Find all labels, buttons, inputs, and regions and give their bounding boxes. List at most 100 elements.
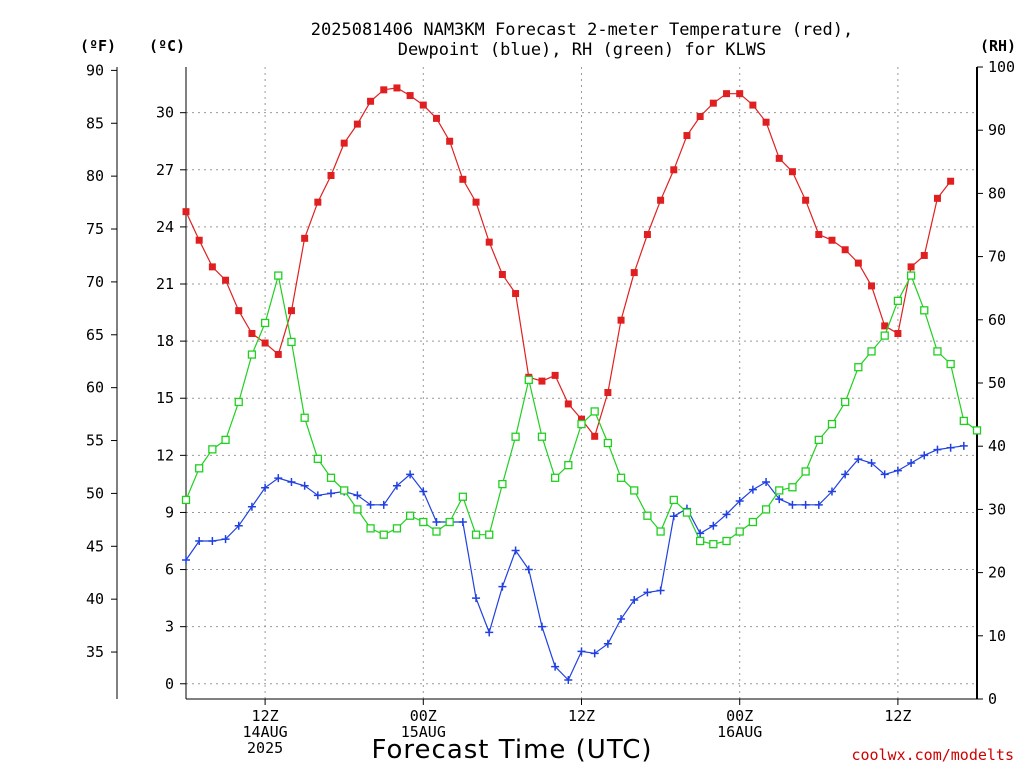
rh-point bbox=[405, 511, 415, 520]
temperature-point bbox=[894, 330, 902, 338]
dewpoint-point bbox=[801, 500, 810, 509]
dewpoint-point bbox=[827, 487, 836, 496]
dewpoint-point bbox=[485, 628, 494, 637]
axes: 0 3 6 9 12 15 18 21 24 27 30 35 40 45 50 55 60 65 70 75 80 85… bbox=[86, 58, 1015, 757]
dewpoint-point bbox=[880, 470, 889, 479]
celsius-tick-label: 9 bbox=[165, 503, 174, 521]
dewpoint-point bbox=[498, 582, 507, 591]
dewpoint-point bbox=[577, 647, 586, 656]
temperature-point bbox=[868, 282, 876, 290]
temperature-point bbox=[498, 270, 506, 278]
celsius-tick-label: 21 bbox=[156, 275, 174, 293]
rh-point bbox=[524, 375, 533, 384]
temperature-point bbox=[301, 234, 309, 242]
temperature-point bbox=[841, 246, 849, 254]
celsius-tick-label: 27 bbox=[156, 161, 174, 179]
temperature-point bbox=[604, 389, 612, 397]
temperature-point bbox=[802, 196, 810, 204]
rh-point bbox=[590, 407, 599, 416]
rh-point bbox=[379, 530, 388, 539]
rh-point bbox=[485, 530, 494, 539]
dewpoint-point bbox=[735, 497, 744, 506]
rh-point bbox=[432, 527, 441, 536]
fahrenheit-tick-label: 35 bbox=[86, 643, 104, 661]
dewpoint-point bbox=[524, 565, 533, 574]
rh-tick-label: 20 bbox=[988, 564, 1006, 582]
rh-point bbox=[458, 492, 468, 501]
rh-point bbox=[709, 540, 718, 549]
temperature-point bbox=[551, 371, 559, 379]
grid-lines bbox=[186, 67, 977, 699]
dewpoint-point bbox=[933, 445, 942, 454]
fahrenheit-tick-label: 40 bbox=[86, 590, 104, 608]
fahrenheit-tick-label: 45 bbox=[86, 537, 104, 555]
dewpoint-point bbox=[300, 481, 309, 490]
dewpoint-point bbox=[247, 502, 256, 511]
chart-title-line-2: Dewpoint (blue), RH (green) for KLWS bbox=[398, 40, 766, 60]
dewpoint-point bbox=[274, 474, 283, 483]
rh-point bbox=[366, 524, 375, 533]
temperature-point bbox=[723, 90, 731, 98]
rh-point bbox=[300, 413, 309, 422]
rh-point bbox=[643, 511, 652, 520]
temperature-point bbox=[762, 118, 770, 126]
dewpoint-point bbox=[617, 615, 626, 624]
rh-tick-label: 70 bbox=[988, 248, 1006, 266]
celsius-unit-label: (ºC) bbox=[149, 37, 185, 55]
rh-tick-label: 30 bbox=[988, 500, 1006, 518]
temperature-point bbox=[222, 276, 230, 284]
fahrenheit-tick-label: 90 bbox=[86, 61, 104, 79]
dewpoint-point bbox=[537, 622, 546, 631]
rh-point bbox=[577, 419, 586, 429]
temperature-point bbox=[248, 330, 256, 338]
dewpoint-point bbox=[208, 537, 217, 545]
celsius-tick-label: 0 bbox=[165, 675, 174, 693]
rh-point bbox=[326, 473, 336, 482]
rh-point bbox=[260, 318, 270, 328]
temperature-point bbox=[512, 290, 520, 298]
dewpoint-point bbox=[261, 483, 270, 492]
temperature-point bbox=[406, 92, 414, 100]
dewpoint-point bbox=[327, 489, 336, 498]
x-tick-label: 12Z bbox=[252, 707, 279, 725]
temperature-point bbox=[432, 114, 440, 122]
temperature-point bbox=[261, 339, 269, 347]
temperature-point bbox=[287, 307, 295, 315]
dewpoint-point bbox=[788, 500, 797, 509]
temperature-point bbox=[736, 90, 744, 98]
x-tick-label: 2025 bbox=[247, 739, 283, 757]
chart-title: 2025081406 NAM3KM Forecast 2-meter Tempe… bbox=[311, 20, 853, 60]
dewpoint-point bbox=[669, 512, 678, 521]
temperature-point bbox=[485, 238, 493, 246]
rh-point bbox=[234, 397, 243, 407]
x-tick-label: 16AUG bbox=[717, 723, 762, 741]
rh-tick-label: 60 bbox=[988, 311, 1006, 329]
fahrenheit-tick-label: 80 bbox=[86, 167, 104, 185]
rh-point bbox=[841, 397, 850, 407]
temperature-point bbox=[933, 194, 941, 202]
celsius-tick-label: 18 bbox=[156, 332, 174, 350]
dewpoint-point bbox=[458, 517, 467, 526]
dewpoint-point bbox=[867, 458, 876, 467]
temperature-point bbox=[195, 236, 203, 244]
temperature-point bbox=[538, 377, 546, 385]
x-tick-label: 15AUG bbox=[401, 723, 446, 741]
fahrenheit-tick-label: 65 bbox=[86, 326, 104, 344]
temperature-point bbox=[881, 322, 889, 330]
dewpoint-point bbox=[854, 455, 863, 464]
temperature-point bbox=[591, 432, 599, 440]
dewpoint-point bbox=[366, 500, 375, 509]
celsius-tick-label: 3 bbox=[165, 618, 174, 636]
temperature-point bbox=[578, 415, 585, 423]
series-temperature bbox=[182, 84, 955, 440]
rh-point bbox=[920, 306, 929, 315]
rh-tick-label: 40 bbox=[988, 437, 1006, 455]
x-axis-label: Forecast Time (UTC) bbox=[371, 735, 652, 765]
rh-point bbox=[959, 416, 968, 426]
temperature-point bbox=[670, 166, 678, 174]
rh-point bbox=[827, 419, 837, 429]
temperature-point bbox=[419, 101, 427, 109]
fahrenheit-tick-label: 85 bbox=[86, 114, 104, 132]
temperature-point bbox=[446, 137, 454, 145]
